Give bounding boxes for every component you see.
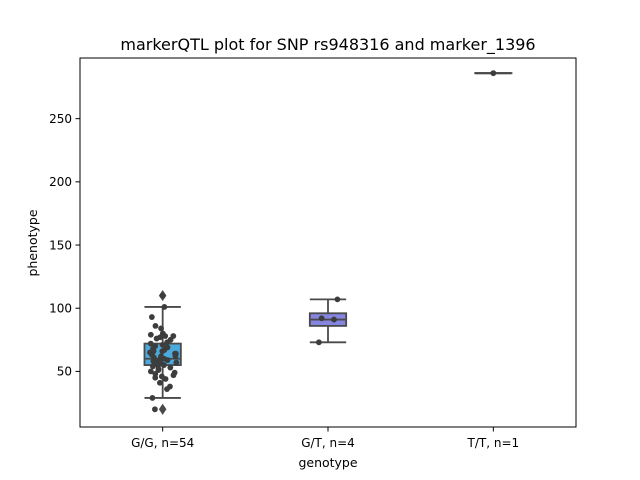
data-point (159, 292, 166, 299)
y-tick-label: 250 (49, 112, 72, 126)
data-point (152, 406, 158, 413)
x-tick-label: T/T, n=1 (467, 436, 520, 450)
data-point (334, 296, 341, 303)
data-point (162, 333, 169, 339)
y-axis: 50 100 150 200 250 (49, 112, 80, 379)
y-tick-label: 100 (49, 302, 72, 316)
data-point (161, 362, 167, 368)
data-point (148, 314, 155, 320)
box-group (308, 298, 348, 344)
data-point (147, 331, 154, 338)
data-point (490, 70, 497, 77)
y-tick-label: 50 (57, 365, 72, 379)
chart-marks (143, 70, 513, 415)
x-tick-label: G/G, n=54 (131, 436, 194, 450)
data-point (162, 376, 169, 382)
outlier-marker (158, 403, 167, 415)
data-point (158, 325, 164, 332)
chart-title: markerQTL plot for SNP rs948316 and mark… (120, 35, 535, 55)
y-tick-label: 150 (49, 238, 72, 252)
data-point (147, 340, 154, 347)
data-point (159, 341, 166, 348)
data-point (164, 357, 171, 363)
data-point (161, 304, 168, 310)
data-point (331, 316, 337, 323)
data-point (157, 379, 163, 386)
data-point (173, 359, 180, 366)
data-point (167, 364, 174, 371)
x-tick-label: G/T, n=4 (301, 436, 355, 450)
data-point (164, 386, 170, 392)
y-axis-label: phenotype (25, 209, 40, 276)
plot-frame (79, 57, 577, 428)
data-point (318, 315, 325, 322)
data-point (172, 353, 179, 360)
data-point (316, 339, 322, 346)
data-point (150, 363, 156, 370)
x-axis-label: genotype (298, 455, 357, 470)
y-tick-label: 200 (49, 175, 72, 189)
data-point (153, 335, 160, 342)
x-axis: G/G, n=54 G/T, n=4 T/T, n=1 (131, 427, 519, 450)
data-point (152, 374, 159, 381)
data-point (147, 368, 154, 375)
data-point (159, 348, 166, 355)
data-point (164, 339, 170, 346)
data-point (170, 372, 177, 379)
data-point (149, 395, 156, 401)
data-point (152, 323, 159, 329)
